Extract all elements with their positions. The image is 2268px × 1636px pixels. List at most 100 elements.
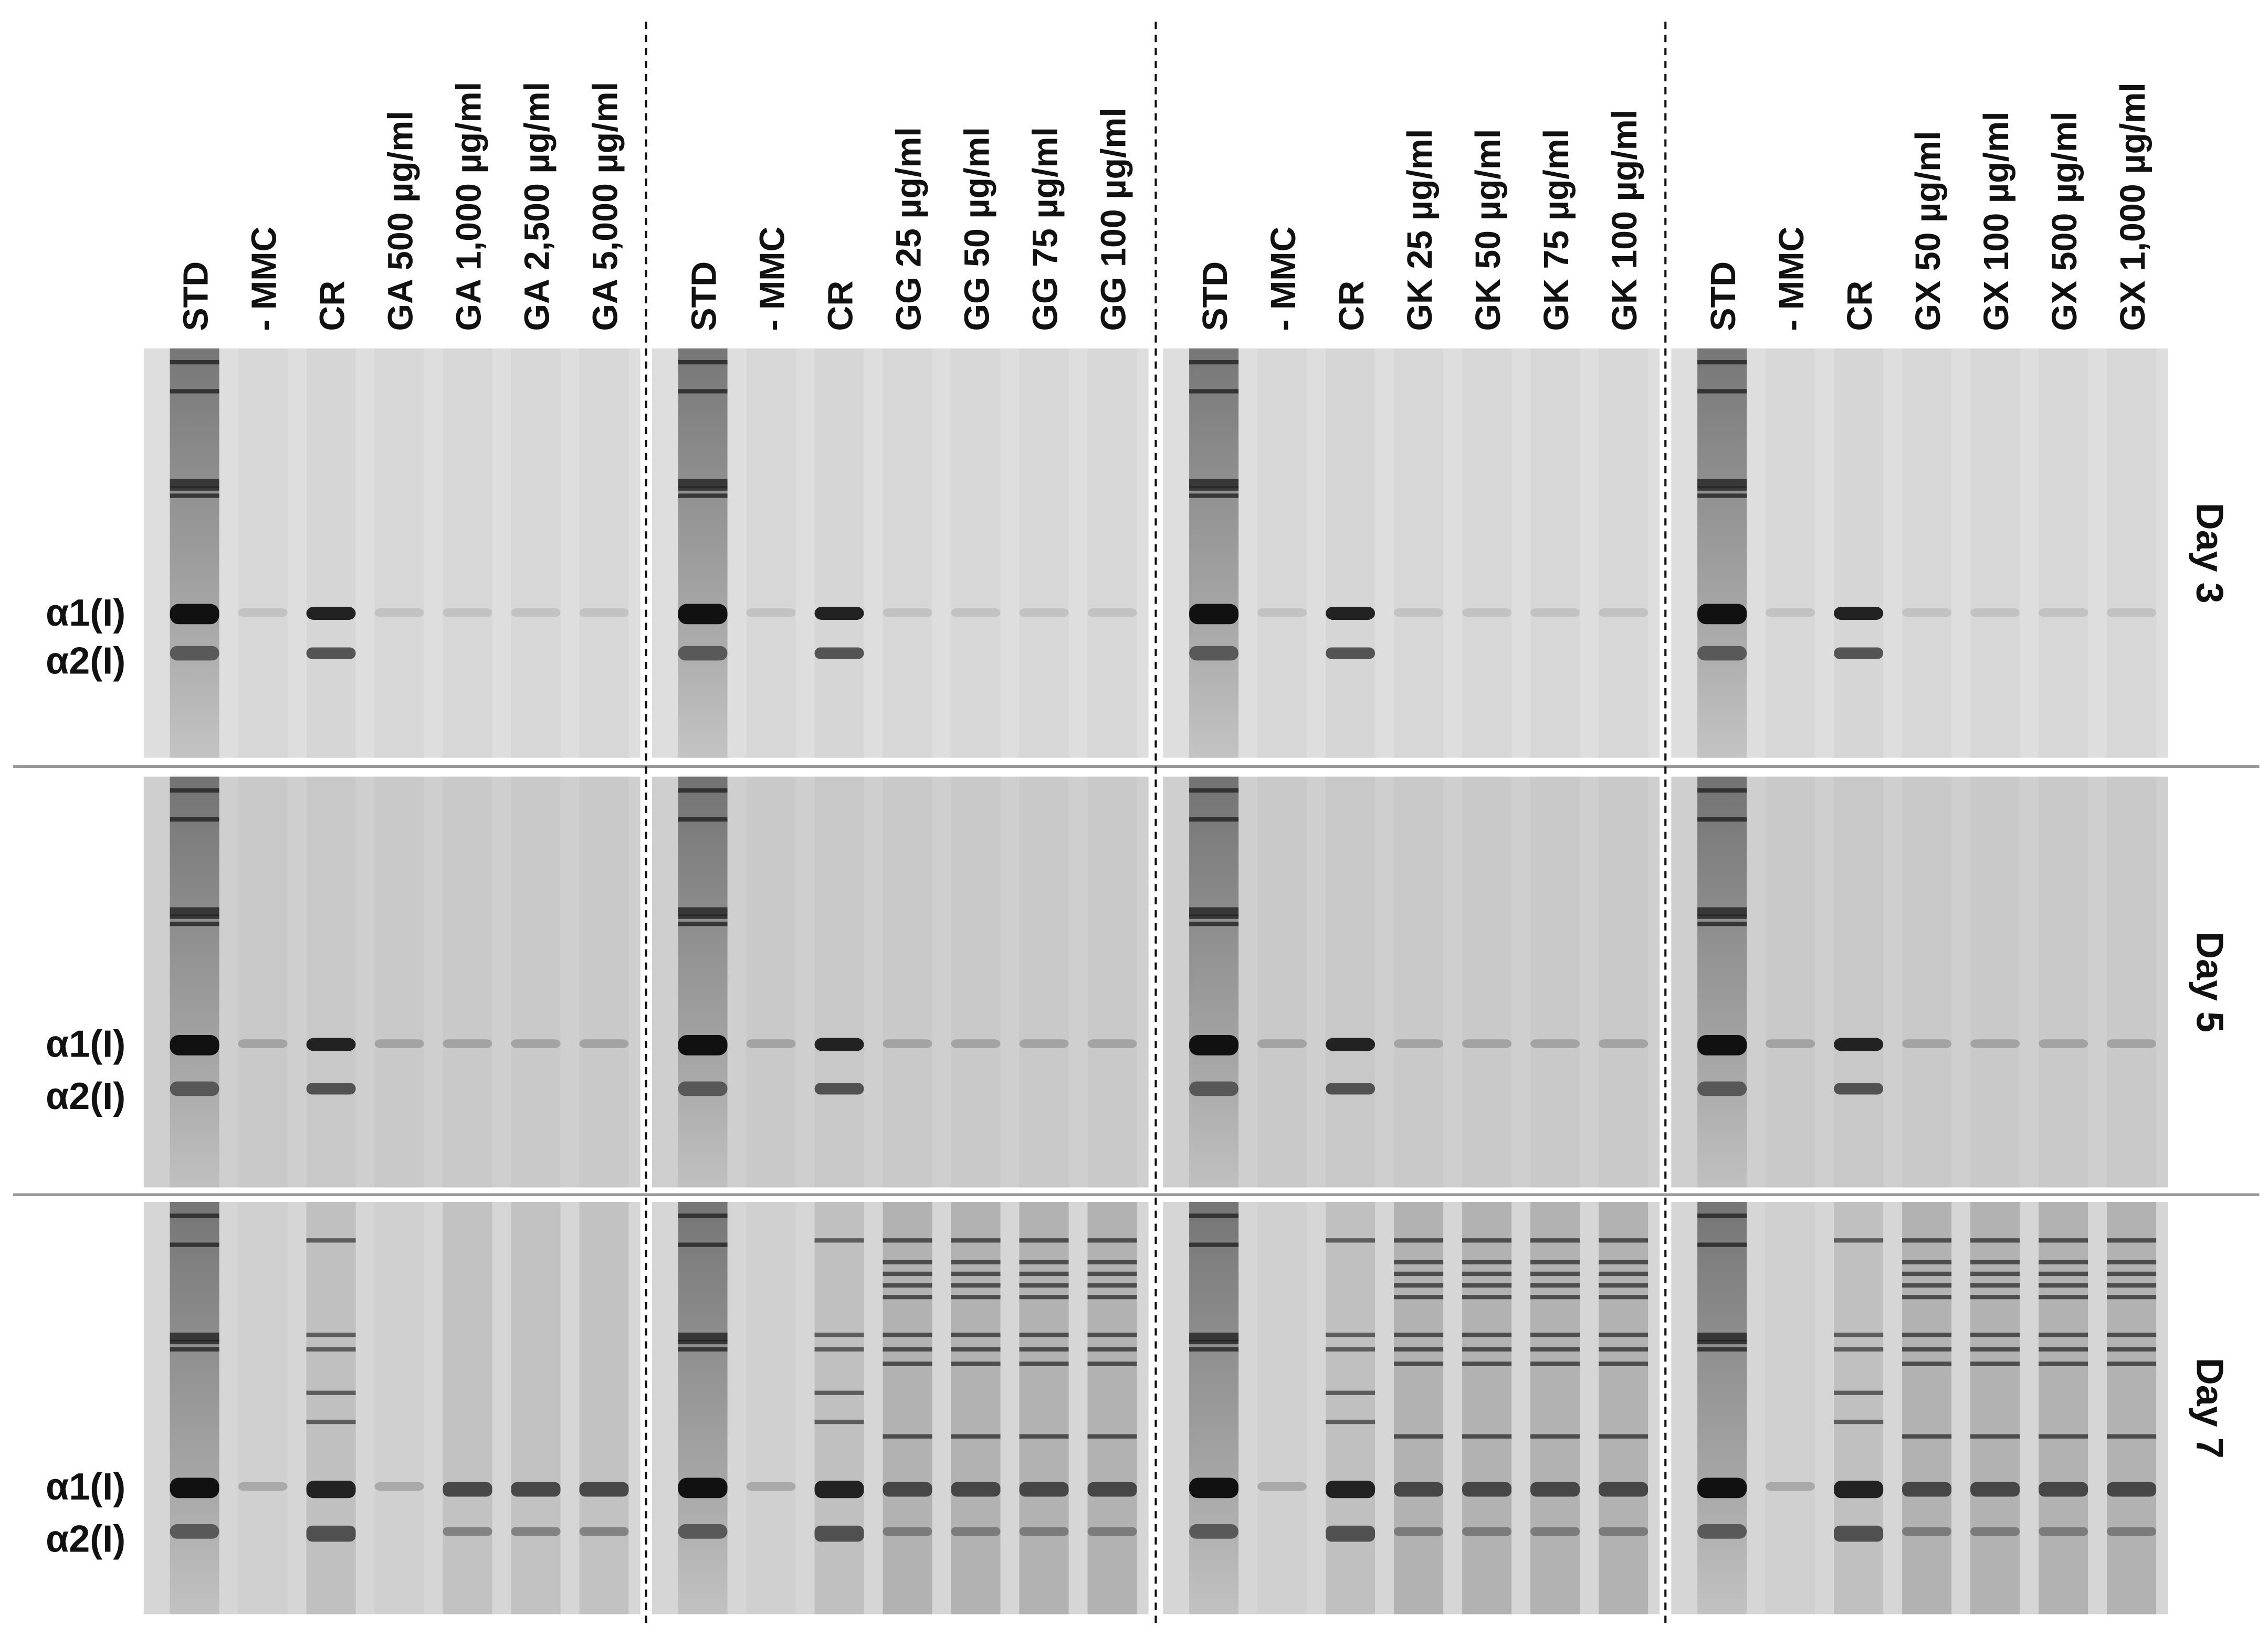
alpha1-band bbox=[170, 1035, 219, 1056]
lane-label: GG 50 µg/ml bbox=[958, 127, 996, 331]
std-band bbox=[170, 907, 219, 916]
lane-label: GK 50 µg/ml bbox=[1469, 129, 1508, 331]
lane-band bbox=[951, 1260, 1001, 1264]
lane-band bbox=[1970, 1332, 2020, 1337]
lane-band bbox=[814, 1419, 864, 1424]
alpha2-band bbox=[306, 1083, 356, 1095]
lane-smear bbox=[1902, 776, 1952, 1188]
alpha2-band bbox=[170, 1081, 219, 1096]
lane-band bbox=[1834, 1347, 1884, 1352]
lane-band bbox=[2039, 1347, 2088, 1352]
lane-label: STD bbox=[1196, 261, 1235, 331]
alpha2-band bbox=[814, 1083, 864, 1095]
lane-smear bbox=[511, 776, 561, 1188]
alpha1-band bbox=[1697, 1477, 1747, 1498]
lane-smear bbox=[443, 348, 492, 758]
alpha2-band bbox=[2107, 1527, 2157, 1536]
lane-label: CR bbox=[1841, 281, 1880, 331]
lane-band bbox=[883, 1434, 932, 1439]
gel bbox=[1163, 348, 1660, 758]
gel bbox=[1671, 348, 2168, 758]
lane-band bbox=[951, 1332, 1001, 1337]
alpha1-band bbox=[1326, 607, 1376, 620]
lane-band bbox=[1970, 1361, 2020, 1366]
lane-band bbox=[951, 1283, 1001, 1288]
std-band bbox=[1189, 360, 1239, 365]
alpha1-band bbox=[814, 607, 864, 620]
lane-smear bbox=[951, 1202, 1001, 1614]
gel bbox=[652, 348, 1149, 758]
alpha1-band bbox=[1599, 1039, 1648, 1048]
lane-smear bbox=[2039, 348, 2088, 758]
alpha2-band bbox=[951, 1527, 1001, 1536]
alpha2-band bbox=[1970, 1527, 2020, 1536]
alpha1-band bbox=[1834, 1481, 1884, 1498]
std-band bbox=[170, 486, 219, 491]
lane-band bbox=[883, 1260, 932, 1264]
lane-band bbox=[2107, 1271, 2157, 1276]
lane-band bbox=[2107, 1332, 2157, 1337]
gel bbox=[1163, 776, 1660, 1188]
lane-label: GX 500 µg/ml bbox=[2045, 111, 2084, 331]
lane-band bbox=[2107, 1295, 2157, 1300]
lane-band bbox=[1019, 1238, 1069, 1243]
lane-band bbox=[306, 1332, 356, 1337]
std-band bbox=[678, 922, 728, 926]
lane-smear bbox=[374, 776, 424, 1188]
lane-band bbox=[2039, 1332, 2088, 1337]
lane-band bbox=[1599, 1271, 1648, 1276]
alpha1-band bbox=[1019, 1482, 1069, 1497]
lane-band bbox=[1902, 1434, 1952, 1439]
std-band bbox=[1189, 1242, 1239, 1247]
lane-smear bbox=[2107, 1202, 2157, 1614]
lane-band bbox=[1970, 1295, 2020, 1300]
std-band bbox=[1189, 493, 1239, 498]
lane-smear bbox=[238, 776, 288, 1188]
lane-band bbox=[1599, 1361, 1648, 1366]
lane-band bbox=[883, 1347, 932, 1352]
alpha1-band bbox=[678, 604, 728, 625]
alpha2-band bbox=[814, 1525, 864, 1542]
alpha2-band bbox=[1697, 646, 1747, 661]
alpha1-band bbox=[374, 1039, 424, 1048]
alpha2-band bbox=[1902, 1527, 1952, 1536]
alpha2-label: α2(I) bbox=[46, 1075, 125, 1117]
lane-smear bbox=[883, 348, 932, 758]
lane-smear bbox=[579, 776, 629, 1188]
lane-band bbox=[1970, 1238, 2020, 1243]
lane-band bbox=[1462, 1347, 1512, 1352]
alpha1-band bbox=[1766, 1482, 1815, 1491]
alpha1-band bbox=[2039, 608, 2088, 617]
lane-smear bbox=[1766, 776, 1815, 1188]
alpha1-band bbox=[1599, 1482, 1648, 1497]
std-lane bbox=[170, 348, 219, 758]
alpha1-label: α1(I) bbox=[46, 1023, 125, 1065]
lane-smear bbox=[1599, 1202, 1648, 1614]
lane-smear bbox=[951, 348, 1001, 758]
alpha1-band bbox=[511, 1039, 561, 1048]
lane-smear bbox=[814, 1202, 864, 1614]
alpha1-band bbox=[1326, 1481, 1376, 1498]
std-band bbox=[1697, 1332, 1747, 1342]
lane-band bbox=[951, 1238, 1001, 1243]
lane-smear bbox=[883, 776, 932, 1188]
lane-band bbox=[1462, 1434, 1512, 1439]
lane-smear bbox=[1087, 776, 1137, 1188]
lane-band bbox=[1599, 1260, 1648, 1264]
std-band bbox=[1189, 1213, 1239, 1218]
lane-label: GX 100 µg/ml bbox=[1977, 111, 2016, 331]
lane-band bbox=[1326, 1347, 1376, 1352]
alpha1-band bbox=[443, 1039, 492, 1048]
alpha1-band bbox=[1902, 1482, 1952, 1497]
alpha2-band bbox=[579, 1527, 629, 1536]
std-band bbox=[678, 788, 728, 793]
lane-smear bbox=[1326, 1202, 1376, 1614]
lane-band bbox=[1599, 1347, 1648, 1352]
alpha1-band bbox=[2107, 1039, 2157, 1048]
lane-band bbox=[1902, 1332, 1952, 1337]
alpha2-label: α2(I) bbox=[46, 1518, 125, 1560]
alpha1-band bbox=[1326, 1038, 1376, 1051]
lane-band bbox=[1530, 1295, 1580, 1300]
alpha1-band bbox=[1257, 608, 1307, 617]
